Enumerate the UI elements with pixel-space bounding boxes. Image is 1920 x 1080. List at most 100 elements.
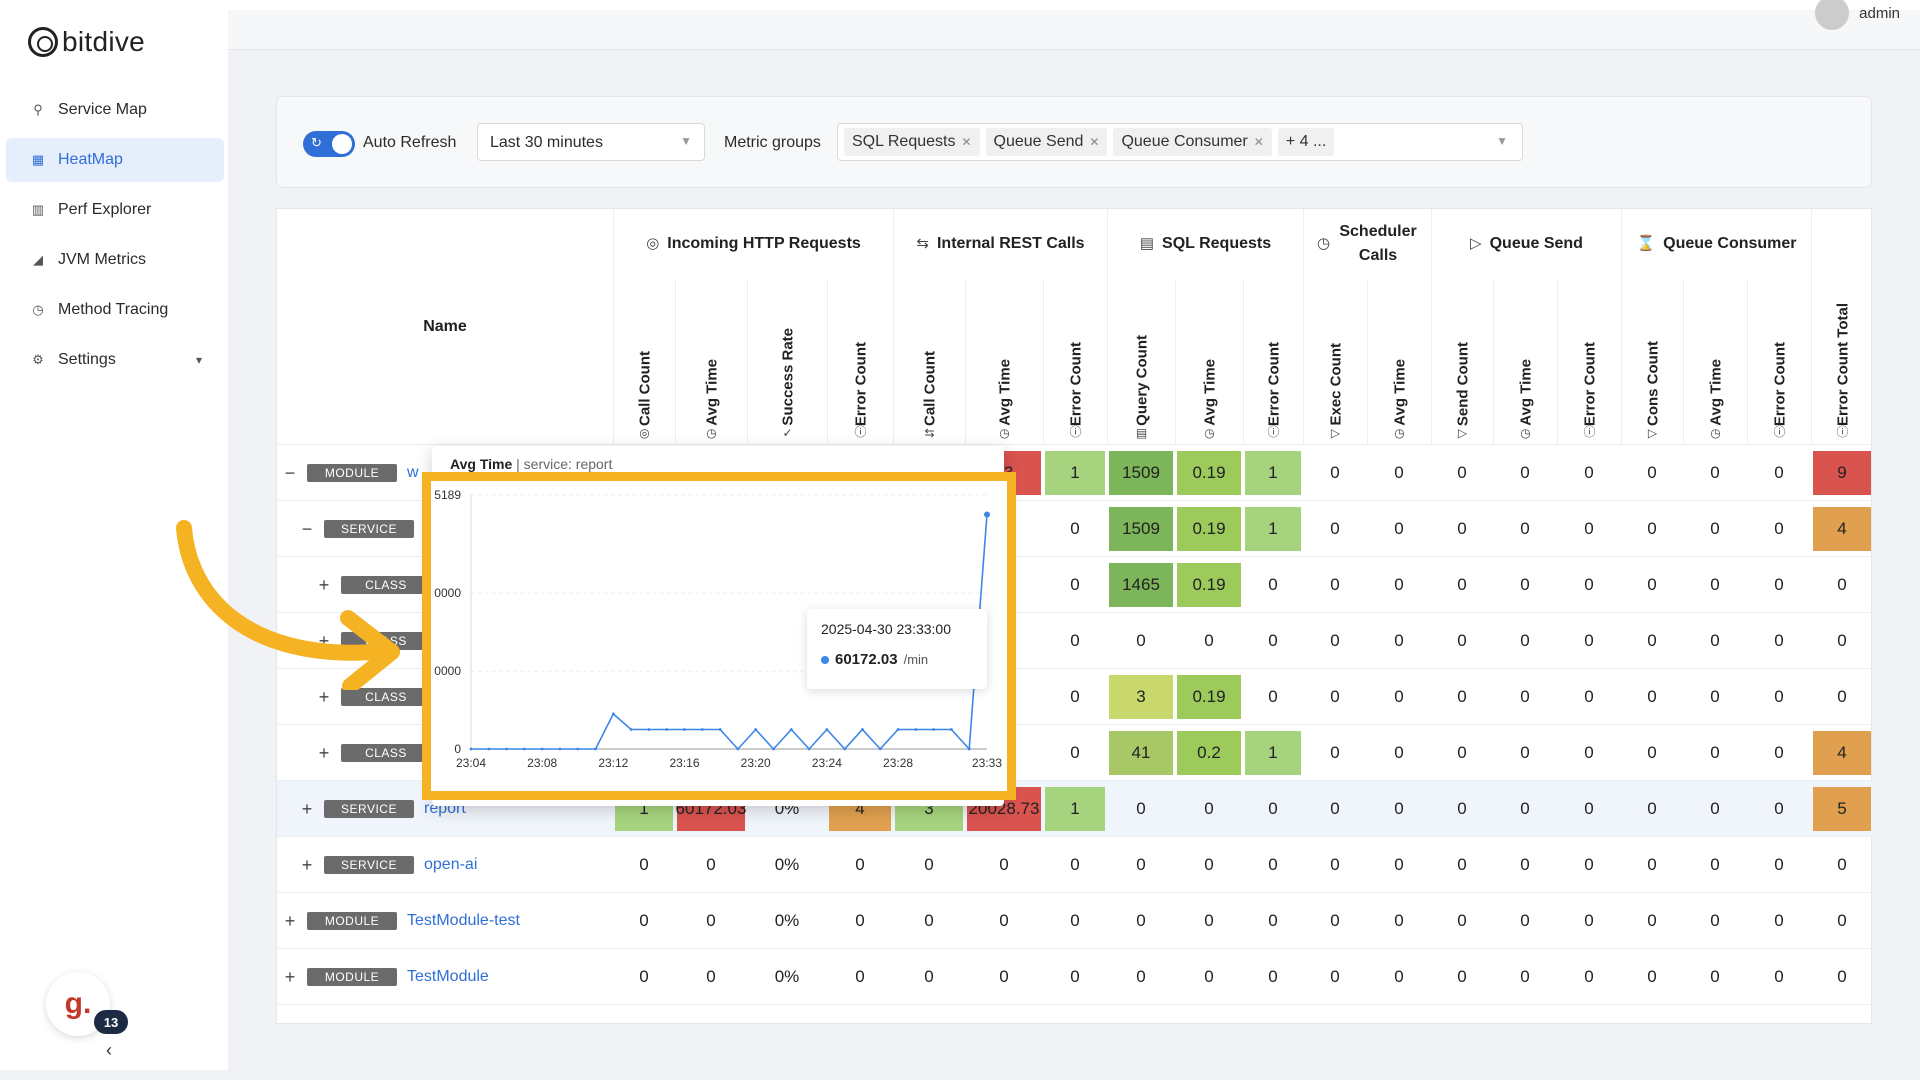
metric-cell[interactable]: 0 [1837, 911, 1847, 930]
data-point[interactable] [665, 728, 669, 731]
metric-cell[interactable]: 0 [1268, 687, 1278, 706]
metric-cell[interactable]: 0 [1394, 519, 1404, 538]
metric-cell[interactable]: 0 [1070, 687, 1080, 706]
metric-cell[interactable]: 0 [1457, 799, 1467, 818]
metric-cell[interactable]: 0 [1457, 967, 1467, 986]
metric-cell[interactable]: 0 [1774, 799, 1784, 818]
data-point[interactable] [647, 728, 651, 731]
metric-cell[interactable]: 0 [1710, 575, 1720, 594]
metric-cell[interactable]: 0 [1330, 575, 1340, 594]
data-point[interactable] [789, 728, 793, 731]
expand-icon[interactable]: + [318, 742, 330, 763]
column-header[interactable]: Error Count ⓘ [1557, 279, 1621, 445]
data-point[interactable] [914, 728, 918, 731]
data-point[interactable] [807, 747, 811, 751]
column-header[interactable]: Call Count ◎ [613, 279, 675, 445]
metric-cell[interactable]: 0 [1268, 799, 1278, 818]
close-icon[interactable]: ✕ [1253, 135, 1264, 149]
metric-cell[interactable]: 0 [1204, 967, 1214, 986]
metric-groups-select[interactable]: SQL Requests ✕ Queue Send ✕ Queue Consumer… [837, 123, 1523, 161]
metric-cell[interactable]: 0 [639, 967, 649, 986]
table-row[interactable]: + SERVICE open-ai 0 0 0% 0 0 0 0 0 0 0 0 0 0 0 0 0 0 0 0 [277, 837, 1873, 893]
metric-cell[interactable]: 0 [1136, 631, 1146, 650]
metric-cell[interactable]: 0 [1204, 631, 1214, 650]
metric-cell[interactable]: 0 [1584, 743, 1594, 762]
metric-cell[interactable]: 0 [1330, 855, 1340, 874]
data-point[interactable] [754, 728, 758, 731]
metric-cell[interactable]: 0 [1070, 967, 1080, 986]
collapse-icon[interactable]: − [301, 518, 313, 539]
metric-cell[interactable]: 0 [1774, 575, 1784, 594]
metric-cell[interactable]: 0 [1394, 855, 1404, 874]
metric-cell[interactable]: 0 [1136, 855, 1146, 874]
metric-cell[interactable]: 0 [1647, 911, 1657, 930]
data-point[interactable] [469, 747, 473, 751]
metric-cell[interactable]: 0 [1774, 911, 1784, 930]
metric-cell[interactable]: 0 [1457, 687, 1467, 706]
data-point[interactable] [718, 728, 722, 731]
data-point[interactable] [683, 728, 686, 731]
table-row[interactable]: + CLASS 0 1465 0.19 0 0 0 0 0 0 0 0 0 0 [277, 557, 1873, 613]
sidebar-item-jvm-metrics[interactable]: ◢ JVM Metrics [6, 238, 224, 282]
metric-cell[interactable]: 0 [1457, 911, 1467, 930]
metric-cell[interactable]: 0 [1584, 799, 1594, 818]
metric-cell[interactable]: 0 [1268, 855, 1278, 874]
metric-cell[interactable]: 1 [1045, 451, 1105, 495]
data-point[interactable] [878, 747, 882, 751]
metric-cell[interactable]: 0.19 [1177, 563, 1241, 607]
metric-cell[interactable]: 0 [1394, 687, 1404, 706]
metric-cell[interactable]: 0 [1520, 855, 1530, 874]
metric-cell[interactable]: 0 [855, 855, 865, 874]
metric-cell[interactable]: 0 [1136, 967, 1146, 986]
metric-cell[interactable]: 0 [706, 967, 716, 986]
metric-cell[interactable]: 0 [1070, 911, 1080, 930]
metric-cell[interactable]: 0 [1394, 743, 1404, 762]
column-header[interactable]: Error Count ⓘ [827, 279, 893, 445]
expand-icon[interactable]: + [284, 910, 296, 931]
metric-cell[interactable]: 0 [706, 911, 716, 930]
metric-cell[interactable]: 0 [1584, 631, 1594, 650]
metric-cell[interactable]: 0 [1457, 743, 1467, 762]
metric-cell[interactable]: 0 [1330, 463, 1340, 482]
expand-icon[interactable]: + [301, 854, 313, 875]
data-point[interactable] [700, 728, 704, 731]
metric-cell[interactable]: 4 [1813, 731, 1871, 775]
time-range-select[interactable]: Last 30 minutes ▼ [477, 123, 705, 161]
name-column-header[interactable]: Name [277, 209, 613, 445]
metric-cell[interactable]: 0 [1268, 911, 1278, 930]
metric-cell[interactable]: 0 [1330, 799, 1340, 818]
metric-cell[interactable]: 0 [1647, 967, 1657, 986]
metric-cell[interactable]: 0% [774, 967, 800, 986]
metric-cell[interactable]: 0 [1837, 967, 1847, 986]
metric-cell[interactable]: 0 [1647, 743, 1657, 762]
metric-cell[interactable]: 0 [1774, 631, 1784, 650]
metric-cell[interactable]: 0 [999, 967, 1009, 986]
sidebar-item-perf-explorer[interactable]: ▥ Perf Explorer [6, 188, 224, 232]
data-point[interactable] [861, 728, 864, 731]
expand-icon[interactable]: + [318, 574, 330, 595]
metric-cell[interactable]: 0 [1520, 911, 1530, 930]
data-point[interactable] [522, 747, 526, 751]
metric-cell[interactable]: 0 [1710, 911, 1720, 930]
metric-cell[interactable]: 0 [1710, 799, 1720, 818]
metric-cell[interactable]: 0 [1710, 463, 1720, 482]
metric-cell[interactable]: 0 [1204, 911, 1214, 930]
metric-cell[interactable]: 0 [1774, 687, 1784, 706]
row-label[interactable]: TestModule-test [407, 912, 520, 929]
metric-cell[interactable]: 0 [1710, 519, 1720, 538]
table-row[interactable]: + CLASS 0 41 0.2 1 0 0 0 0 0 0 0 0 4 [277, 725, 1873, 781]
metric-cell[interactable]: 0 [1070, 575, 1080, 594]
column-header[interactable]: Avg Time ◷ [1175, 279, 1243, 445]
metric-cell[interactable]: 0 [1774, 519, 1784, 538]
metric-cell[interactable]: 0 [1394, 463, 1404, 482]
metric-cell[interactable]: 0 [1520, 743, 1530, 762]
metric-cell[interactable]: 0 [1647, 463, 1657, 482]
metric-cell[interactable]: 1 [1245, 451, 1301, 495]
metric-cell[interactable]: 0 [1520, 687, 1530, 706]
metric-cell[interactable]: 0 [1268, 575, 1278, 594]
metric-cell[interactable]: 3 [1109, 675, 1173, 719]
metric-cell[interactable]: 0 [1584, 855, 1594, 874]
close-icon[interactable]: ✕ [1089, 135, 1100, 149]
column-header[interactable]: Success Rate ✓ [747, 279, 827, 445]
user-menu[interactable]: admin [1815, 0, 1900, 30]
